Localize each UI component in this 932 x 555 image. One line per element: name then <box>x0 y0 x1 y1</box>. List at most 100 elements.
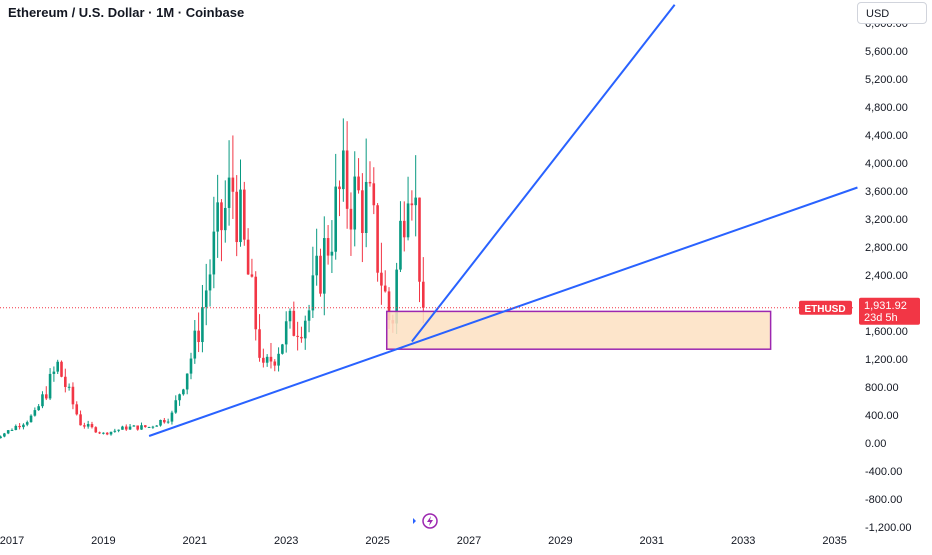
candle-body <box>143 425 147 428</box>
x-tick-label: 2017 <box>0 535 24 547</box>
x-tick-label: 2027 <box>457 535 481 547</box>
chart-title: Ethereum / U.S. Dollar · 1M · Coinbase <box>8 5 245 20</box>
axis-layer: 6,000.005,600.005,200.004,800.004,400.00… <box>0 18 920 547</box>
candle-body <box>204 290 208 308</box>
candle-body <box>52 371 56 374</box>
candle-body <box>414 197 417 206</box>
candles <box>0 118 425 439</box>
price-tag-value: 1,931.92 <box>864 300 907 312</box>
y-tick-label: -400.00 <box>865 466 902 478</box>
candle-body <box>239 189 242 243</box>
candle-body <box>37 406 40 411</box>
x-tick-label: 2023 <box>274 535 298 547</box>
candle-body <box>250 274 254 277</box>
candle-body <box>418 197 421 282</box>
candle-body <box>98 432 101 434</box>
candle-body <box>83 425 86 427</box>
candle-body <box>155 425 159 427</box>
candle-body <box>201 307 204 343</box>
candle-body <box>41 394 44 407</box>
candle-body <box>319 255 322 294</box>
candle-body <box>296 335 299 337</box>
candle-body <box>353 176 357 230</box>
currency-selector[interactable]: USD <box>857 2 927 24</box>
candle-body <box>311 275 315 311</box>
y-tick-label: 3,200.00 <box>865 214 908 226</box>
candle-body <box>380 272 383 286</box>
candle-body <box>44 394 48 399</box>
candle-body <box>227 177 231 208</box>
candle-body <box>132 425 136 427</box>
candle-body <box>357 176 360 191</box>
y-tick-label: 400.00 <box>865 410 899 422</box>
candle-body <box>33 410 37 416</box>
y-tick-label: -800.00 <box>865 494 902 506</box>
y-tick-label: 4,400.00 <box>865 130 908 142</box>
candle-body <box>277 353 280 366</box>
candle-body <box>193 330 197 359</box>
candle-body <box>109 431 113 435</box>
candle-body <box>136 425 139 430</box>
candle-body <box>48 373 52 399</box>
y-tick-label: -1,200.00 <box>865 522 911 534</box>
candle-body <box>410 203 414 206</box>
candle-body <box>147 426 151 428</box>
candle-body <box>6 430 10 434</box>
candle-body <box>64 376 67 387</box>
candle-body <box>178 394 181 401</box>
y-tick-label: 2,800.00 <box>865 242 908 254</box>
y-tick-label: 1,600.00 <box>865 326 908 338</box>
candle-body <box>361 190 364 234</box>
candle-body <box>364 181 368 234</box>
candle-body <box>29 415 33 423</box>
candle-body <box>235 191 238 243</box>
candle-body <box>22 424 25 428</box>
price-tag <box>859 297 920 325</box>
candle-body <box>315 255 318 276</box>
candle-body <box>90 424 94 428</box>
candle-body <box>14 425 18 430</box>
candle-body <box>182 389 185 395</box>
candle-body <box>383 285 387 292</box>
candle-body <box>75 404 79 415</box>
candle-body <box>105 432 109 435</box>
candle-body <box>25 422 29 425</box>
trendline-layer <box>148 4 858 437</box>
x-tick-label: 2019 <box>91 535 115 547</box>
candle-body <box>140 425 143 430</box>
candle-body <box>10 429 14 431</box>
candle-body <box>197 330 200 343</box>
candle-body <box>273 361 277 366</box>
candle-body <box>86 424 90 427</box>
symbol-tag <box>799 300 852 315</box>
candle-body <box>174 400 178 413</box>
candle-body <box>18 425 21 428</box>
candle-body <box>292 310 296 336</box>
candle-body <box>124 426 128 430</box>
candle-body <box>281 344 284 354</box>
candle-body <box>307 310 311 321</box>
x-tick-label: 2029 <box>548 535 572 547</box>
x-tick-label: 2033 <box>731 535 755 547</box>
candle-body <box>151 426 155 428</box>
y-tick-label: 5,200.00 <box>865 74 908 86</box>
candle-body <box>326 238 330 256</box>
candle-body <box>102 432 105 434</box>
candle-body <box>79 414 82 426</box>
candle-body <box>303 320 307 339</box>
candle-body <box>399 220 402 270</box>
y-tick-label: 2,400.00 <box>865 270 908 282</box>
candle-body <box>265 356 269 363</box>
candle-body <box>284 321 288 345</box>
y-tick-label: 3,600.00 <box>865 186 908 198</box>
candle-body <box>159 419 162 426</box>
candle-body <box>288 310 292 322</box>
candle-body <box>220 202 223 231</box>
candle-body <box>395 269 398 324</box>
candle-body <box>189 358 193 374</box>
y-tick-label: 5,600.00 <box>865 46 908 58</box>
candle-body <box>372 183 376 206</box>
candle-body <box>231 177 235 192</box>
